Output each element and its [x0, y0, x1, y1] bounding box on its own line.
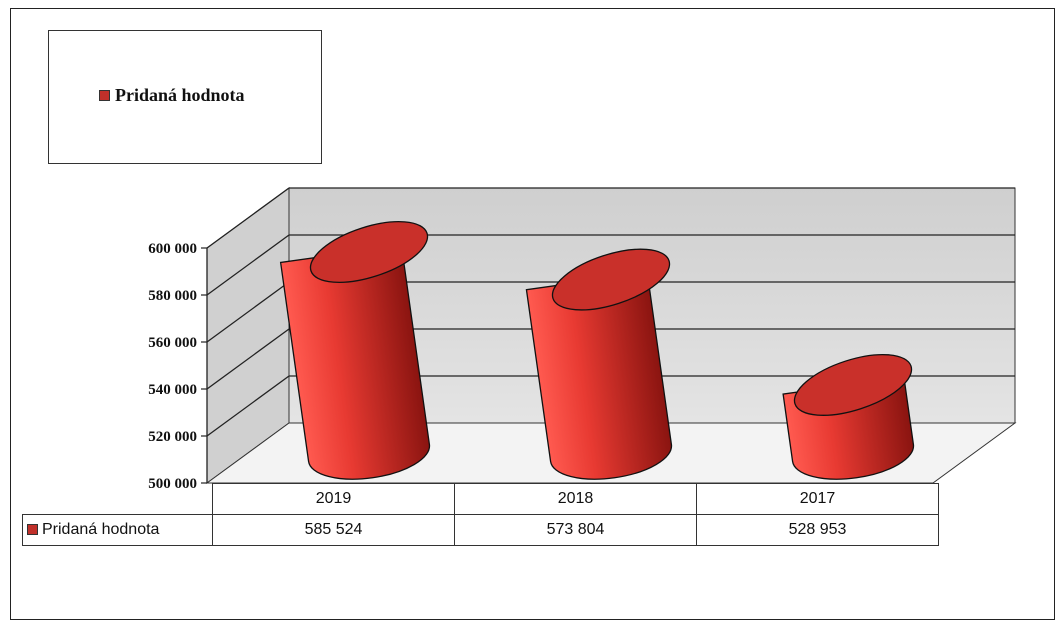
gridline-side — [206, 187, 290, 249]
gridline-side — [206, 328, 290, 390]
data-table-value: 528 953 — [696, 514, 939, 546]
y-tick-label: 600 000 — [148, 241, 197, 257]
legend: Pridaná hodnota — [48, 30, 322, 164]
bars — [279, 221, 915, 480]
data-table-series-cell: Pridaná hodnota — [22, 514, 213, 546]
y-tick-label: 560 000 — [148, 335, 197, 351]
gridline-side — [206, 375, 290, 437]
y-tick-label: 520 000 — [148, 429, 197, 445]
data-table-category: 2017 — [696, 483, 939, 515]
legend-swatch — [99, 90, 110, 101]
data-table-corner — [23, 484, 213, 515]
bar-2019 — [279, 221, 431, 480]
data-table-header-row: 2019 2018 2017 — [23, 483, 939, 515]
gridline-side — [206, 281, 290, 343]
data-table-value: 585 524 — [212, 514, 455, 546]
bar-body — [525, 272, 673, 480]
bar-top — [793, 353, 913, 416]
data-table-series-name: Pridaná hodnota — [42, 521, 160, 538]
bar-2017 — [782, 353, 915, 480]
data-table-value: 573 804 — [454, 514, 697, 546]
data-table-row: Pridaná hodnota 585 524 573 804 528 953 — [22, 514, 939, 546]
gridline-side — [206, 234, 290, 296]
y-tick-label: 500 000 — [148, 476, 197, 492]
data-table-swatch — [27, 524, 38, 535]
bar-top — [551, 248, 671, 311]
data-table-category: 2019 — [212, 483, 455, 515]
data-table: 2019 2018 2017 Pridaná hodnota 585 524 5… — [22, 483, 939, 546]
legend-entry: Pridaná hodnota — [99, 85, 245, 106]
bar-body — [279, 244, 431, 480]
bar-top — [309, 221, 429, 284]
bar-2018 — [525, 248, 673, 480]
y-tick-label: 580 000 — [148, 288, 197, 304]
y-tick-label: 540 000 — [148, 382, 197, 398]
y-axis: 500 000 520 000 540 000 560 000 580 000 600 0… — [148, 241, 208, 492]
data-table-category: 2018 — [454, 483, 697, 515]
legend-label: Pridaná hodnota — [115, 85, 245, 105]
